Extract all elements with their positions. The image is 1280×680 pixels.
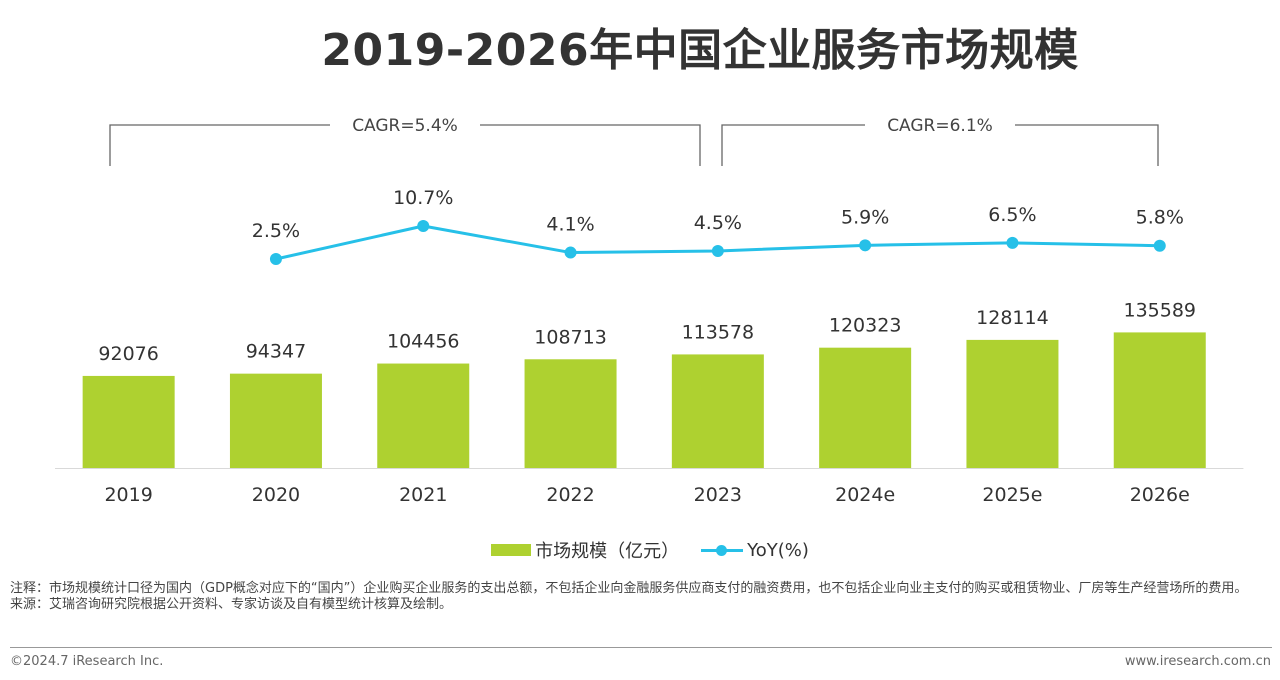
copyright-text: ©2024.7 iResearch Inc. xyxy=(10,654,164,669)
cagr-label: CAGR=6.1% xyxy=(887,116,993,136)
yoy-value-label: 4.5% xyxy=(694,212,742,234)
yoy-point xyxy=(859,239,872,252)
x-tick-label: 2022 xyxy=(546,484,594,506)
legend-item-yoy: YoY(%) xyxy=(701,540,809,561)
yoy-value-label: 5.9% xyxy=(841,206,889,228)
bar-value-label: 108713 xyxy=(534,326,607,348)
footnote: 注释：市场规模统计口径为国内（GDP概念对应下的“国内”）企业购买企业服务的支出… xyxy=(10,581,1272,613)
legend-label-market-size: 市场规模（亿元） xyxy=(535,541,680,562)
bar xyxy=(82,375,175,468)
website-text: www.iresearch.com.cn xyxy=(1124,654,1271,669)
footnote-line-1: 注释：市场规模统计口径为国内（GDP概念对应下的“国内”）企业购买企业服务的支出… xyxy=(10,581,1248,596)
yoy-value-label: 10.7% xyxy=(393,187,453,209)
yoy-point xyxy=(417,220,430,232)
bar-value-label: 104456 xyxy=(387,331,460,353)
bar-value-label: 94347 xyxy=(246,341,306,363)
legend-line-swatch xyxy=(701,543,744,557)
footnote-line-2: 来源：艾瑞咨询研究院根据公开资料、专家访谈及自有模型统计核算及绘制。 xyxy=(10,597,453,612)
footer-divider xyxy=(10,647,1272,648)
x-tick-label: 2020 xyxy=(252,484,300,506)
bar-value-label: 113578 xyxy=(682,321,755,343)
bar xyxy=(377,363,470,468)
cagr-label: CAGR=5.4% xyxy=(352,116,458,136)
bar xyxy=(229,373,322,468)
legend-item-market-size: 市场规模（亿元） xyxy=(491,537,679,563)
x-tick-label: 2019 xyxy=(104,484,152,506)
bar xyxy=(966,339,1059,468)
yoy-value-label: 2.5% xyxy=(252,220,300,242)
cagr-bracket xyxy=(1015,124,1159,166)
cagr-bracket xyxy=(480,124,701,166)
chart-legend: 市场规模（亿元） YoY(%) xyxy=(0,537,1280,563)
yoy-point xyxy=(711,244,724,257)
yoy-point xyxy=(1153,239,1166,252)
x-tick-label: 2021 xyxy=(399,484,447,506)
yoy-value-label: 5.8% xyxy=(1136,207,1184,229)
x-tick-label: 2026e xyxy=(1130,484,1190,506)
chart-canvas: 92076 2019 94347 2020 104456 2021 108713 2022 11… xyxy=(55,116,1244,506)
yoy-point xyxy=(269,253,282,265)
bar xyxy=(1113,332,1206,468)
bar-value-label: 128114 xyxy=(976,307,1049,329)
yoy-point xyxy=(1006,236,1019,249)
x-tick-label: 2025e xyxy=(982,484,1042,506)
x-tick-label: 2024e xyxy=(835,484,895,506)
bar-value-label: 92076 xyxy=(98,343,158,365)
bar xyxy=(524,359,617,468)
x-tick-label: 2023 xyxy=(694,484,742,506)
yoy-value-label: 6.5% xyxy=(988,204,1036,226)
yoy-value-label: 4.1% xyxy=(546,214,594,236)
chart-title: 2019-2026年中国企业服务市场规模 xyxy=(321,25,1079,76)
yoy-point xyxy=(564,246,577,259)
bar-value-label: 135589 xyxy=(1123,299,1196,321)
legend-bar-swatch xyxy=(491,544,532,556)
cagr-bracket xyxy=(721,124,865,166)
legend-label-yoy: YoY(%) xyxy=(747,539,809,561)
bar xyxy=(819,347,912,468)
cagr-bracket xyxy=(109,124,330,166)
bar-value-label: 120323 xyxy=(829,315,902,337)
bar xyxy=(671,354,764,468)
